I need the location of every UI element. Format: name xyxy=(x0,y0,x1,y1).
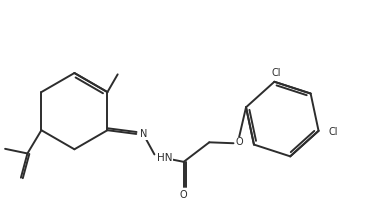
Text: Cl: Cl xyxy=(329,127,338,137)
Text: O: O xyxy=(180,190,188,200)
Text: N: N xyxy=(139,129,147,139)
Text: HN: HN xyxy=(157,153,173,163)
Text: O: O xyxy=(235,137,243,147)
Text: Cl: Cl xyxy=(271,68,281,78)
